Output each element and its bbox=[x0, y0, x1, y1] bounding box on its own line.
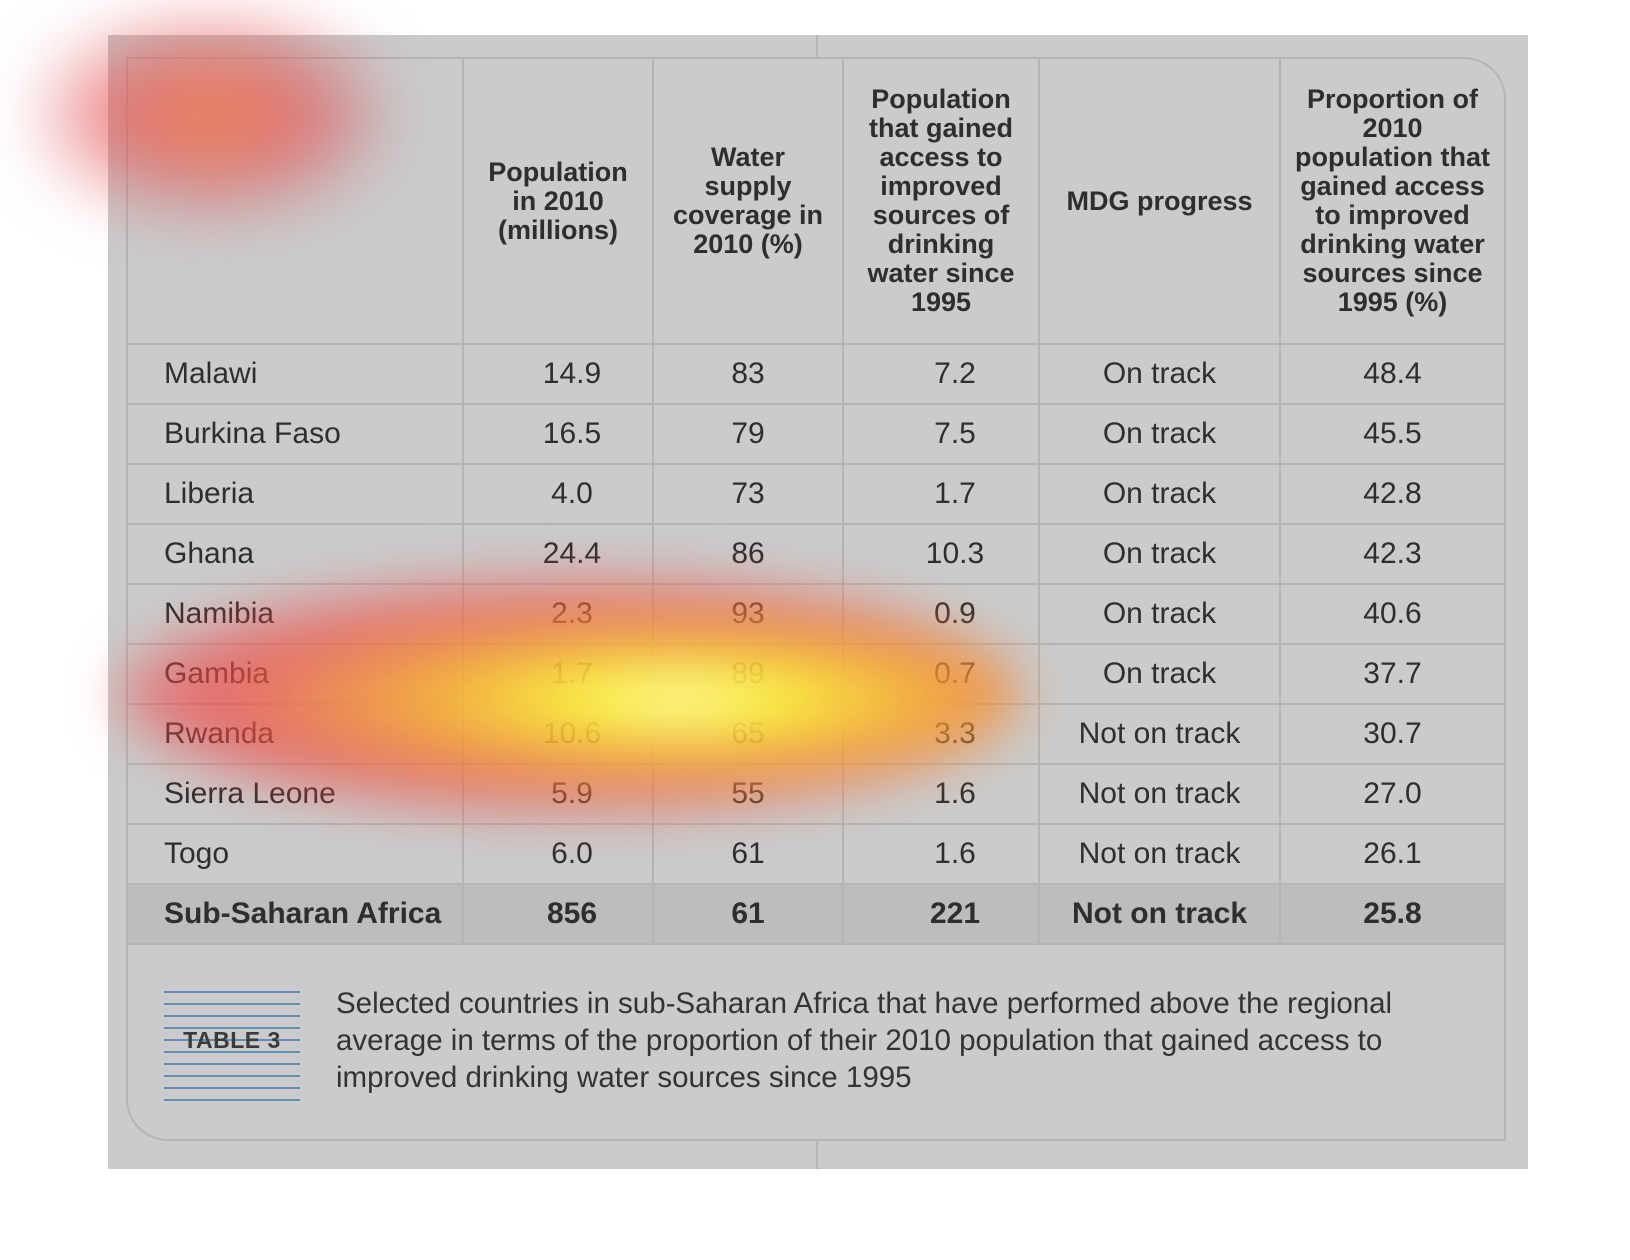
table-cell-population-2010: 4.0 bbox=[464, 465, 654, 525]
table-cell-proportion-gained-access: 45.5 bbox=[1281, 405, 1504, 465]
table-cell-mdg-progress: On track bbox=[1040, 405, 1281, 465]
column-header-population-2010: Population in 2010 (millions) bbox=[464, 59, 654, 345]
table-cell-proportion-gained-access: 27.0 bbox=[1281, 765, 1504, 825]
row-country-name: Ghana bbox=[128, 525, 464, 585]
total-cell-mdg-progress: Not on track bbox=[1040, 885, 1281, 945]
table-cell-population-2010: 1.7 bbox=[464, 645, 654, 705]
table-cell-mdg-progress: On track bbox=[1040, 645, 1281, 705]
table-cell-population-gained-access: 0.7 bbox=[844, 645, 1040, 705]
table-cell-proportion-gained-access: 26.1 bbox=[1281, 825, 1504, 885]
column-header-population-gained-access: Population that gained access to improve… bbox=[844, 59, 1040, 345]
table-cell-water-coverage: 89 bbox=[654, 645, 844, 705]
total-cell-population-gained-access: 221 bbox=[844, 885, 1040, 945]
row-country-name: Sierra Leone bbox=[128, 765, 464, 825]
table-cell-proportion-gained-access: 48.4 bbox=[1281, 345, 1504, 405]
table-cell-proportion-gained-access: 42.3 bbox=[1281, 525, 1504, 585]
table-cell-population-gained-access: 1.7 bbox=[844, 465, 1040, 525]
table-badge: TABLE 3 bbox=[164, 981, 300, 1103]
table-cell-water-coverage: 79 bbox=[654, 405, 844, 465]
table-panel: Population in 2010 (millions) Water suppl… bbox=[108, 35, 1528, 1169]
row-country-name: Gambia bbox=[128, 645, 464, 705]
table-cell-population-2010: 2.3 bbox=[464, 585, 654, 645]
table-cell-population-gained-access: 7.5 bbox=[844, 405, 1040, 465]
table-frame: Population in 2010 (millions) Water suppl… bbox=[126, 57, 1506, 1141]
table-cell-population-gained-access: 10.3 bbox=[844, 525, 1040, 585]
table-badge-label: TABLE 3 bbox=[183, 1027, 281, 1053]
fold-crease-bottom bbox=[816, 1141, 818, 1169]
row-country-name: Malawi bbox=[128, 345, 464, 405]
row-country-name: Liberia bbox=[128, 465, 464, 525]
table-cell-proportion-gained-access: 40.6 bbox=[1281, 585, 1504, 645]
table-cell-mdg-progress: On track bbox=[1040, 585, 1281, 645]
table-cell-water-coverage: 65 bbox=[654, 705, 844, 765]
row-country-name: Togo bbox=[128, 825, 464, 885]
table-cell-population-gained-access: 0.9 bbox=[844, 585, 1040, 645]
table-cell-population-gained-access: 1.6 bbox=[844, 825, 1040, 885]
table-cell-water-coverage: 93 bbox=[654, 585, 844, 645]
table-cell-population-2010: 24.4 bbox=[464, 525, 654, 585]
total-cell-water-coverage: 61 bbox=[654, 885, 844, 945]
total-row-label: Sub-Saharan Africa bbox=[128, 885, 464, 945]
total-cell-population-2010: 856 bbox=[464, 885, 654, 945]
column-header-water-coverage: Water supply coverage in 2010 (%) bbox=[654, 59, 844, 345]
table-cell-population-gained-access: 1.6 bbox=[844, 765, 1040, 825]
table-cell-population-2010: 14.9 bbox=[464, 345, 654, 405]
table-cell-population-2010: 16.5 bbox=[464, 405, 654, 465]
table-cell-mdg-progress: Not on track bbox=[1040, 825, 1281, 885]
column-header-proportion-gained-access: Proportion of 2010 population that gaine… bbox=[1281, 59, 1504, 345]
row-country-name: Rwanda bbox=[128, 705, 464, 765]
table-cell-water-coverage: 83 bbox=[654, 345, 844, 405]
data-table: Population in 2010 (millions) Water suppl… bbox=[128, 59, 1504, 945]
table-cell-water-coverage: 55 bbox=[654, 765, 844, 825]
table-cell-proportion-gained-access: 42.8 bbox=[1281, 465, 1504, 525]
table-cell-mdg-progress: On track bbox=[1040, 525, 1281, 585]
row-country-name: Namibia bbox=[128, 585, 464, 645]
table-cell-population-gained-access: 7.2 bbox=[844, 345, 1040, 405]
fold-crease-top bbox=[816, 35, 818, 57]
column-header-country bbox=[128, 59, 464, 345]
table-cell-water-coverage: 86 bbox=[654, 525, 844, 585]
table-cell-water-coverage: 73 bbox=[654, 465, 844, 525]
table-cell-water-coverage: 61 bbox=[654, 825, 844, 885]
table-cell-proportion-gained-access: 37.7 bbox=[1281, 645, 1504, 705]
table-cell-population-2010: 10.6 bbox=[464, 705, 654, 765]
row-country-name: Burkina Faso bbox=[128, 405, 464, 465]
table-footer: TABLE 3 Selected countries in sub-Sahara… bbox=[128, 945, 1504, 1139]
table-cell-mdg-progress: Not on track bbox=[1040, 765, 1281, 825]
table-cell-proportion-gained-access: 30.7 bbox=[1281, 705, 1504, 765]
table-cell-mdg-progress: On track bbox=[1040, 465, 1281, 525]
table-cell-mdg-progress: Not on track bbox=[1040, 705, 1281, 765]
table-cell-population-2010: 5.9 bbox=[464, 765, 654, 825]
table-caption: Selected countries in sub-Saharan Africa… bbox=[336, 987, 1393, 1094]
table-cell-population-gained-access: 3.3 bbox=[844, 705, 1040, 765]
table-cell-population-2010: 6.0 bbox=[464, 825, 654, 885]
column-header-mdg-progress: MDG progress bbox=[1040, 59, 1281, 345]
total-cell-proportion-gained-access: 25.8 bbox=[1281, 885, 1504, 945]
table-cell-mdg-progress: On track bbox=[1040, 345, 1281, 405]
